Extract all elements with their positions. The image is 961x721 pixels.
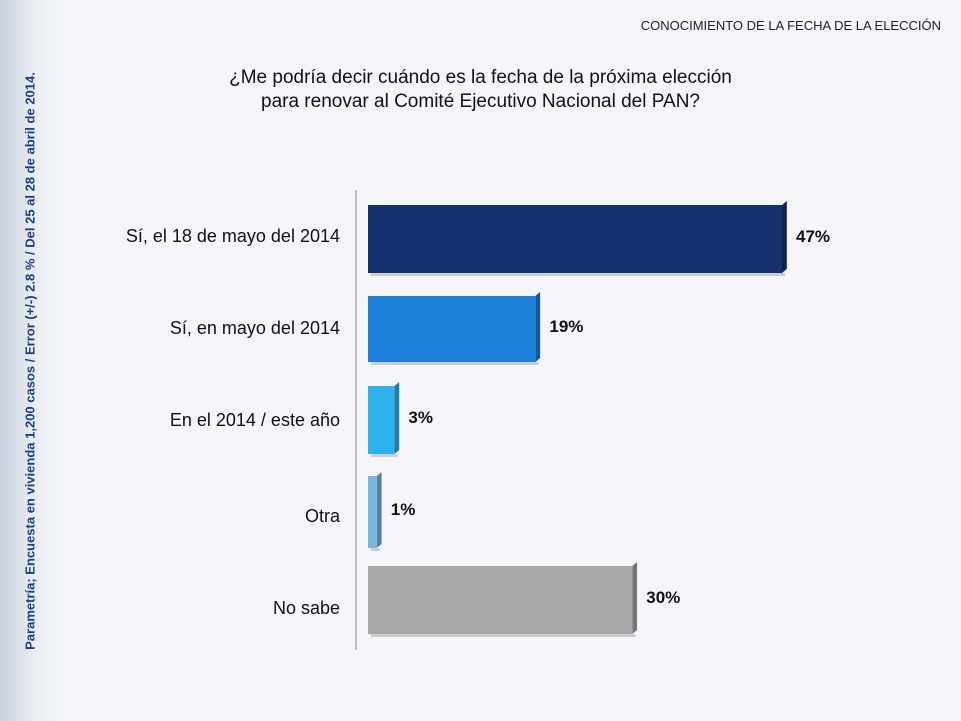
bar-front-2 (368, 386, 395, 454)
page-header-title: CONOCIMIENTO DE LA FECHA DE LA ELECCIÓN (640, 18, 941, 33)
value-label-4: 30% (646, 588, 681, 607)
bar-side-4 (632, 562, 638, 634)
category-label-3: Otra (304, 506, 340, 526)
category-label-4: No sabe (272, 598, 340, 618)
bar-shadow-4 (371, 634, 636, 637)
category-label-2: En el 2014 / este año (169, 410, 340, 430)
bar-shadow-2 (371, 454, 398, 457)
bar-side-2 (394, 382, 400, 454)
bar-front-1 (368, 296, 536, 362)
bar-2 (368, 382, 400, 457)
category-label-1: Sí, en mayo del 2014 (169, 318, 340, 338)
bar-front-3 (368, 476, 377, 548)
bar-shadow-1 (371, 362, 539, 365)
left-decorative-strip (0, 0, 60, 721)
value-label-0: 47% (796, 227, 831, 246)
bar-shadow-3 (371, 548, 380, 551)
value-label-1: 19% (549, 317, 584, 336)
bar-side-0 (782, 201, 787, 273)
question-line-2: para renovar al Comité Ejecutivo Naciona… (261, 91, 700, 112)
bar-shadow-0 (371, 273, 785, 276)
bar-front-0 (368, 205, 782, 273)
bar-front-4 (368, 566, 633, 634)
bar-1 (368, 292, 541, 365)
bar-side-3 (376, 472, 382, 548)
value-label-3: 1% (390, 500, 416, 519)
value-label-2: 3% (408, 408, 433, 427)
bar-0 (368, 201, 787, 276)
survey-question: ¿Me podría decir cuándo es la fecha de l… (0, 66, 961, 114)
category-label-0: Sí, el 18 de mayo del 2014 (125, 226, 340, 246)
question-line-1: ¿Me podría decir cuándo es la fecha de l… (229, 67, 732, 88)
bar-4 (368, 562, 638, 637)
bar-3 (368, 472, 382, 551)
bar-side-1 (535, 292, 541, 362)
